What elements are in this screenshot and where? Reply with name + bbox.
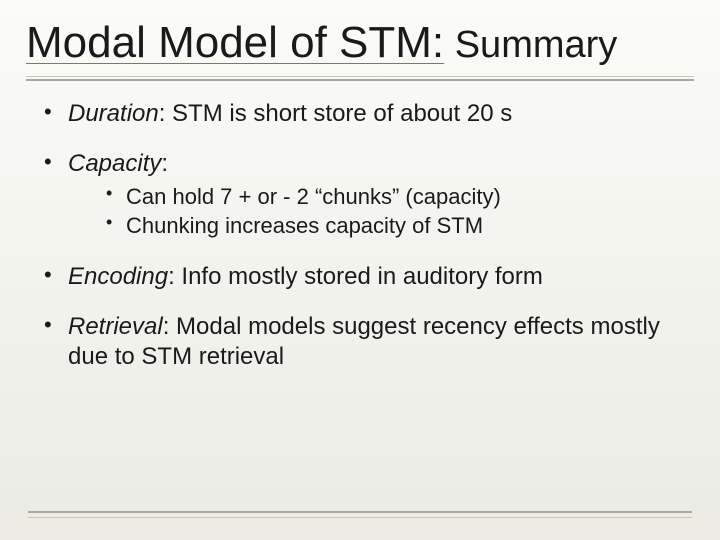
divider-top	[26, 76, 694, 77]
bullet-term: Encoding	[68, 263, 168, 290]
bullet-term: Duration	[68, 100, 159, 127]
slide: Modal Model of STM: Summary Duration: ST…	[0, 0, 720, 540]
bullet-duration: Duration: STM is short store of about 20…	[44, 99, 674, 129]
bullet-text: : Info mostly stored in auditory form	[168, 263, 543, 290]
bullet-term: Retrieval	[68, 313, 163, 340]
slide-title-area: Modal Model of STM: Summary	[26, 18, 694, 68]
slide-title-sub: Summary	[444, 24, 617, 66]
bullet-retrieval: Retrieval: Modal models suggest recency …	[44, 312, 674, 372]
sub-bullet: Chunking increases capacity of STM	[106, 212, 674, 241]
bullet-encoding: Encoding: Info mostly stored in auditory…	[44, 262, 674, 292]
divider-bottom	[28, 511, 692, 518]
sub-bullet: Can hold 7 + or - 2 “chunks” (capacity)	[106, 183, 674, 212]
bullet-capacity: Capacity:	[44, 149, 674, 179]
slide-title-main: Modal Model of STM:	[26, 18, 444, 67]
slide-content: Duration: STM is short store of about 20…	[26, 99, 694, 372]
bullet-term: Capacity	[68, 150, 161, 177]
divider-main	[26, 79, 694, 81]
divider-bottom-line1	[28, 511, 692, 513]
divider-bottom-line2	[28, 517, 692, 518]
sublist-capacity: Can hold 7 + or - 2 “chunks” (capacity) …	[44, 183, 674, 240]
bullet-text: : STM is short store of about 20 s	[159, 100, 512, 127]
bullet-text: :	[161, 150, 168, 177]
